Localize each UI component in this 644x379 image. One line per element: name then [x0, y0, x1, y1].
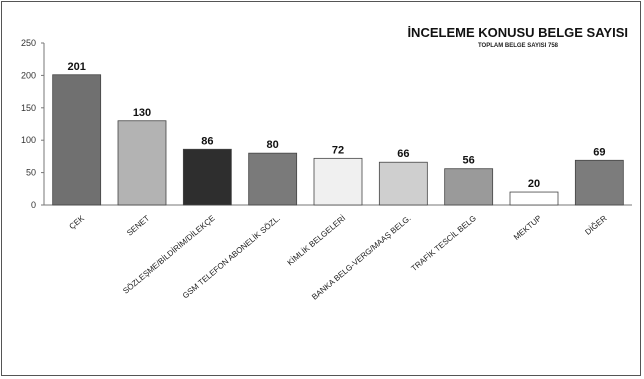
value-labels: 201 130 86 80 72 66 56 20 69: [67, 61, 605, 190]
y-tick-label: 0: [31, 200, 36, 210]
y-ticks: 0 50 100 150 200 250: [21, 38, 44, 210]
x-tick-label: MEKTUP: [512, 214, 543, 242]
x-tick-label: ÇEK: [68, 213, 87, 231]
bar: [509, 191, 559, 206]
bars: [52, 74, 624, 206]
bar-value-label: 80: [267, 139, 279, 151]
bar: [117, 120, 167, 206]
bar: [182, 148, 232, 206]
x-tick-label: DİĞER: [583, 213, 608, 236]
bar-value-label: 20: [528, 178, 540, 190]
x-tick-label: SENET: [125, 214, 151, 238]
bar-value-label: 201: [67, 61, 85, 73]
chart-title: İNCELEME KONUSU BELGE SAYISI: [407, 25, 628, 40]
y-tick-label: 250: [21, 38, 36, 48]
y-tick-label: 200: [21, 70, 36, 80]
bar: [378, 161, 428, 206]
bar-value-label: 86: [201, 135, 213, 147]
y-tick-label: 150: [21, 103, 36, 113]
x-tick-label: KİMLİK BELGELERİ: [286, 214, 348, 268]
bar-value-label: 56: [463, 155, 475, 167]
bar-value-label: 72: [332, 144, 344, 156]
y-tick-label: 50: [26, 168, 36, 178]
bar: [52, 74, 102, 206]
y-tick-label: 100: [21, 135, 36, 145]
bar: [248, 152, 298, 206]
bar: [444, 168, 494, 206]
bar: [313, 157, 363, 206]
chart-subtitle: TOPLAM BELGE SAYISI 758: [478, 43, 559, 49]
bar-value-label: 66: [397, 148, 409, 160]
bar: [574, 159, 624, 206]
x-tick-label: TRAFİK TESCİL BELG: [409, 214, 477, 273]
bar-value-label: 130: [133, 107, 151, 119]
bar-value-label: 69: [593, 146, 605, 158]
